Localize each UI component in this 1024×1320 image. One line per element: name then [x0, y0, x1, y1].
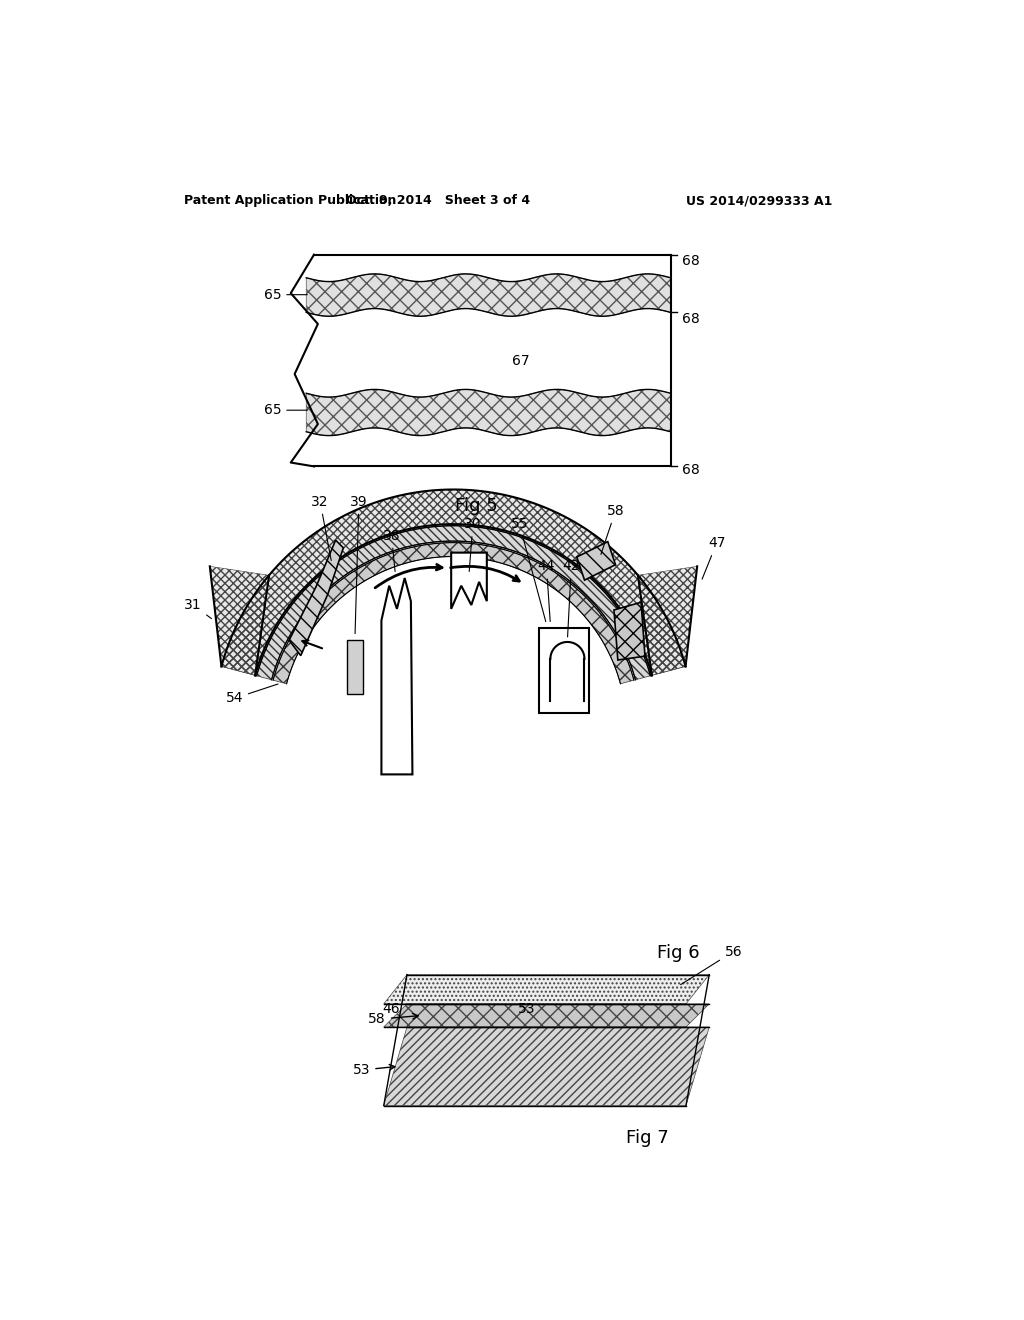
Polygon shape [291, 255, 671, 466]
Text: 38: 38 [383, 529, 400, 572]
Polygon shape [221, 490, 685, 676]
Text: US 2014/0299333 A1: US 2014/0299333 A1 [686, 194, 833, 207]
Text: Fig 5: Fig 5 [456, 498, 498, 515]
Text: 68: 68 [682, 253, 699, 268]
Polygon shape [257, 525, 650, 680]
Text: 47: 47 [702, 536, 725, 579]
Text: 58: 58 [601, 504, 625, 554]
Text: 68: 68 [682, 312, 699, 326]
Polygon shape [577, 541, 615, 579]
Polygon shape [614, 602, 645, 660]
Polygon shape [384, 1003, 710, 1027]
Polygon shape [452, 553, 486, 609]
Polygon shape [638, 566, 697, 676]
Text: 67: 67 [512, 354, 529, 367]
Text: 31: 31 [184, 598, 211, 619]
Text: Fig 7: Fig 7 [626, 1129, 669, 1147]
Polygon shape [347, 640, 362, 694]
Text: 30: 30 [464, 517, 481, 572]
Polygon shape [306, 389, 671, 436]
Polygon shape [384, 1027, 710, 1106]
Polygon shape [306, 275, 671, 317]
Text: 68: 68 [682, 463, 699, 478]
Text: 54: 54 [225, 684, 279, 705]
Text: 32: 32 [311, 495, 331, 561]
Text: 44: 44 [538, 560, 555, 622]
Text: 53: 53 [352, 1063, 395, 1077]
Polygon shape [289, 540, 343, 656]
Text: Oct. 9, 2014   Sheet 3 of 4: Oct. 9, 2014 Sheet 3 of 4 [346, 194, 530, 207]
Text: 46: 46 [383, 1002, 400, 1016]
Text: 53: 53 [518, 1002, 536, 1016]
Text: 65: 65 [263, 288, 307, 302]
Polygon shape [384, 974, 710, 1003]
Text: 58: 58 [369, 1012, 418, 1026]
Text: 39: 39 [350, 495, 368, 634]
Text: Fig 6: Fig 6 [657, 944, 699, 962]
Polygon shape [381, 578, 413, 775]
Bar [539, 628, 589, 713]
Text: 56: 56 [681, 945, 742, 985]
Text: Patent Application Publication: Patent Application Publication [183, 194, 396, 207]
Text: 55: 55 [511, 517, 546, 622]
Polygon shape [273, 543, 634, 684]
Text: 42: 42 [562, 560, 580, 636]
Polygon shape [210, 566, 269, 676]
Text: 65: 65 [263, 403, 307, 417]
